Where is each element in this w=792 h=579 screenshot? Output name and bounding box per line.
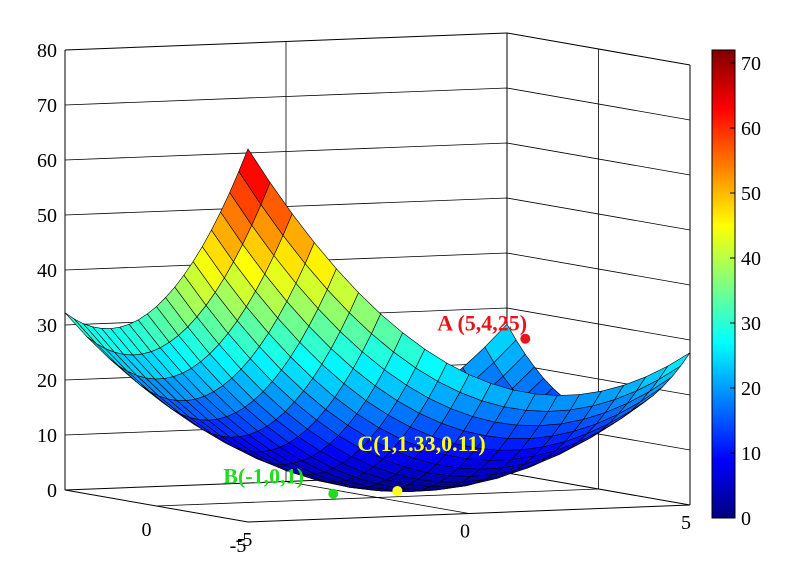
colorbar-tick-label: 40	[741, 248, 761, 270]
axis-ticks: 0 10 20 30 40 50 60 70 80 -5 0 5 -5 0	[37, 40, 691, 557]
z-gridline	[64, 252, 691, 286]
z-tick-label: 40	[37, 260, 57, 282]
z-tick-label: 10	[37, 425, 57, 447]
colorbar-tick-label: 60	[741, 118, 761, 140]
x-tick-label: -5	[236, 529, 253, 551]
point-marker	[328, 488, 339, 499]
z-tick-label: 30	[37, 315, 57, 337]
z-gridline	[64, 197, 691, 231]
z-tick-label: 0	[47, 480, 57, 502]
colorbar: 0 10 20 30 40 50 60 70	[711, 49, 761, 530]
colorbar-gradient	[711, 49, 736, 519]
floor-gridline	[156, 488, 599, 507]
colorbar-tick-label: 0	[741, 508, 751, 530]
colorbar-tick-label: 30	[741, 313, 761, 335]
colorbar-tick-label: 20	[741, 378, 761, 400]
y-tick-label: 0	[142, 519, 152, 541]
point-marker	[392, 485, 403, 496]
z-tick-label: 50	[37, 205, 57, 227]
x-tick-label: 0	[460, 521, 470, 543]
z-tick-label: 60	[37, 150, 57, 172]
surface-patch	[658, 352, 691, 380]
colorbar-tick-label: 10	[741, 443, 761, 465]
colorbar-tick-label: 50	[741, 183, 761, 205]
z-gridline	[64, 142, 691, 176]
annotated-points: A (5,4,25) B(-1,0,1) C(1,1.33,0.11)	[223, 311, 531, 499]
point-label: C(1,1.33,0.11)	[357, 431, 485, 456]
z-tick-label: 80	[37, 40, 57, 62]
colorbar-tick-label: 70	[741, 53, 761, 75]
surface-mesh	[64, 148, 691, 493]
point-marker	[520, 333, 531, 344]
z-gridline	[64, 87, 691, 121]
z-tick-label: 70	[37, 95, 57, 117]
point-label: B(-1,0,1)	[223, 464, 304, 489]
y-tick-label: -5	[230, 535, 247, 557]
point-label: A (5,4,25)	[437, 311, 527, 336]
z-tick-label: 20	[37, 370, 57, 392]
x-tick-label: 5	[681, 512, 691, 534]
